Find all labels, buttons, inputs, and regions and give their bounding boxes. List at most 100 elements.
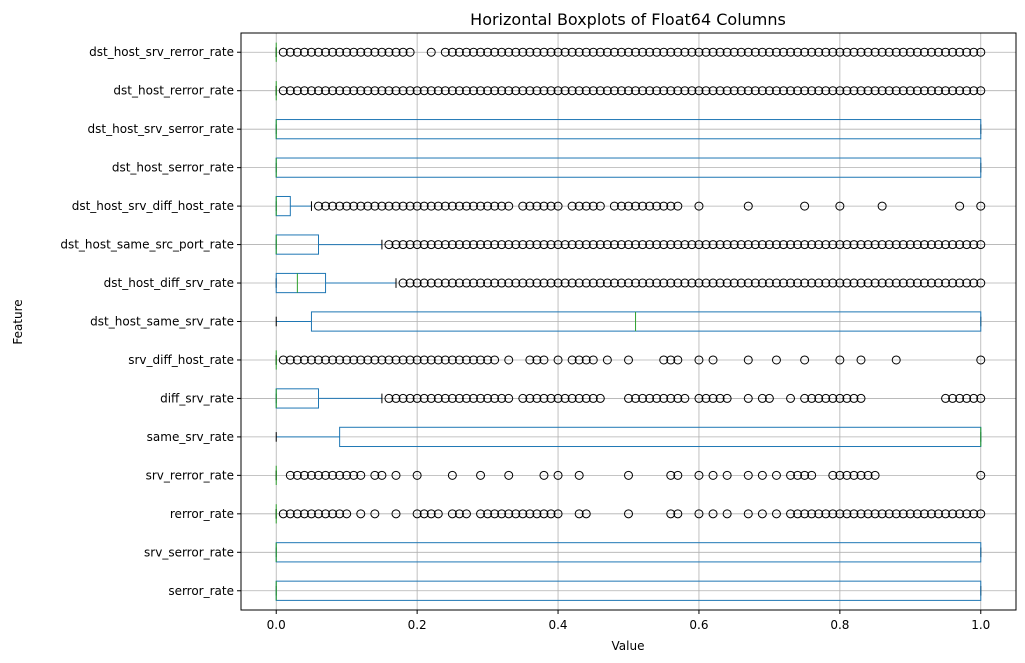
outlier-point [962,240,972,250]
outlier-point [863,278,873,288]
outlier-point [546,201,556,211]
outlier-point [736,47,746,57]
outlier-point [912,278,922,288]
outlier-point [616,278,626,288]
outlier-point [588,240,598,250]
outlier-point [750,278,760,288]
outlier-point [722,278,732,288]
outlier-point [384,47,394,57]
outlier-point [560,278,570,288]
outlier-point [898,47,908,57]
outlier-point [736,240,746,250]
outlier-point [624,278,633,288]
outlier-point [976,86,986,96]
outlier-point [299,47,309,57]
outlier-point [349,201,359,211]
outlier-point [398,47,408,57]
outlier-point [715,240,725,250]
outlier-point [736,86,746,96]
outlier-point [497,393,507,403]
outlier-point [800,86,810,96]
outlier-point [349,47,359,57]
outlier-point [518,201,528,211]
outlier-point [884,47,894,57]
outlier-point [285,86,295,96]
outlier-point [715,278,725,288]
outlier-point [750,240,760,250]
outlier-point [948,278,958,288]
outlier-point [391,86,401,96]
boxes-layer [275,42,986,601]
outlier-point [793,47,803,57]
x-tick-label: 0.4 [548,618,567,632]
outlier-point [764,240,774,250]
outlier-point [624,509,633,519]
outlier-point [328,86,338,96]
outlier-point [602,86,612,96]
outlier-point [314,509,323,519]
outlier-point [828,278,838,288]
outlier-point [898,509,908,519]
outlier-point [849,86,859,96]
outlier-point [469,201,478,211]
outlier-point [877,201,887,211]
outlier-point [447,86,457,96]
outlier-point [469,240,478,250]
outlier-point [680,86,690,96]
outlier-point [525,509,535,519]
outlier-point [955,201,965,211]
outlier-point [659,47,669,57]
outlier-point [673,201,683,211]
outlier-point [532,86,542,96]
outlier-point [518,278,528,288]
outlier-point [433,86,443,96]
outlier-point [877,86,887,96]
outlier-point [412,240,422,250]
outlier-point [624,240,633,250]
outlier-point [814,86,824,96]
outlier-point [560,240,570,250]
outlier-point [328,47,338,57]
outlier-point [800,509,810,519]
outlier-point [546,393,556,403]
boxplot-same-srv-rate [275,426,982,448]
outlier-point [391,240,401,250]
outlier-point [729,86,739,96]
outlier-point [835,240,845,250]
outlier-point [511,86,521,96]
outlier-point [800,470,810,480]
outlier-point [962,278,972,288]
y-tick-label: dst_host_serror_rate [112,161,234,175]
outlier-point [948,240,958,250]
outlier-point [377,86,387,96]
outlier-point [659,201,669,211]
outlier-point [912,509,922,519]
outlier-point [786,240,796,250]
outlier-point [884,86,894,96]
outlier-point [581,47,591,57]
outlier-point [842,393,852,403]
outlier-point [461,509,471,519]
outlier-point [342,47,352,57]
outlier-point [391,47,401,57]
outlier-point [694,509,704,519]
outlier-point [912,86,922,96]
outlier-point [842,470,852,480]
x-tick-label: 1.0 [971,618,990,632]
outlier-point [779,278,788,288]
outlier-point [729,278,739,288]
outlier-point [363,355,373,365]
outlier-point [342,201,352,211]
outlier-point [588,47,598,57]
outlier-point [673,47,683,57]
outlier-point [631,278,641,288]
outlier-point [645,47,655,57]
outlier-point [743,355,753,365]
outlier-point [532,47,542,57]
outlier-point [419,509,429,519]
outlier-point [384,201,394,211]
outlier-point [969,240,979,250]
outlier-point [666,509,676,519]
outlier-point [919,47,929,57]
outlier-point [292,509,302,519]
